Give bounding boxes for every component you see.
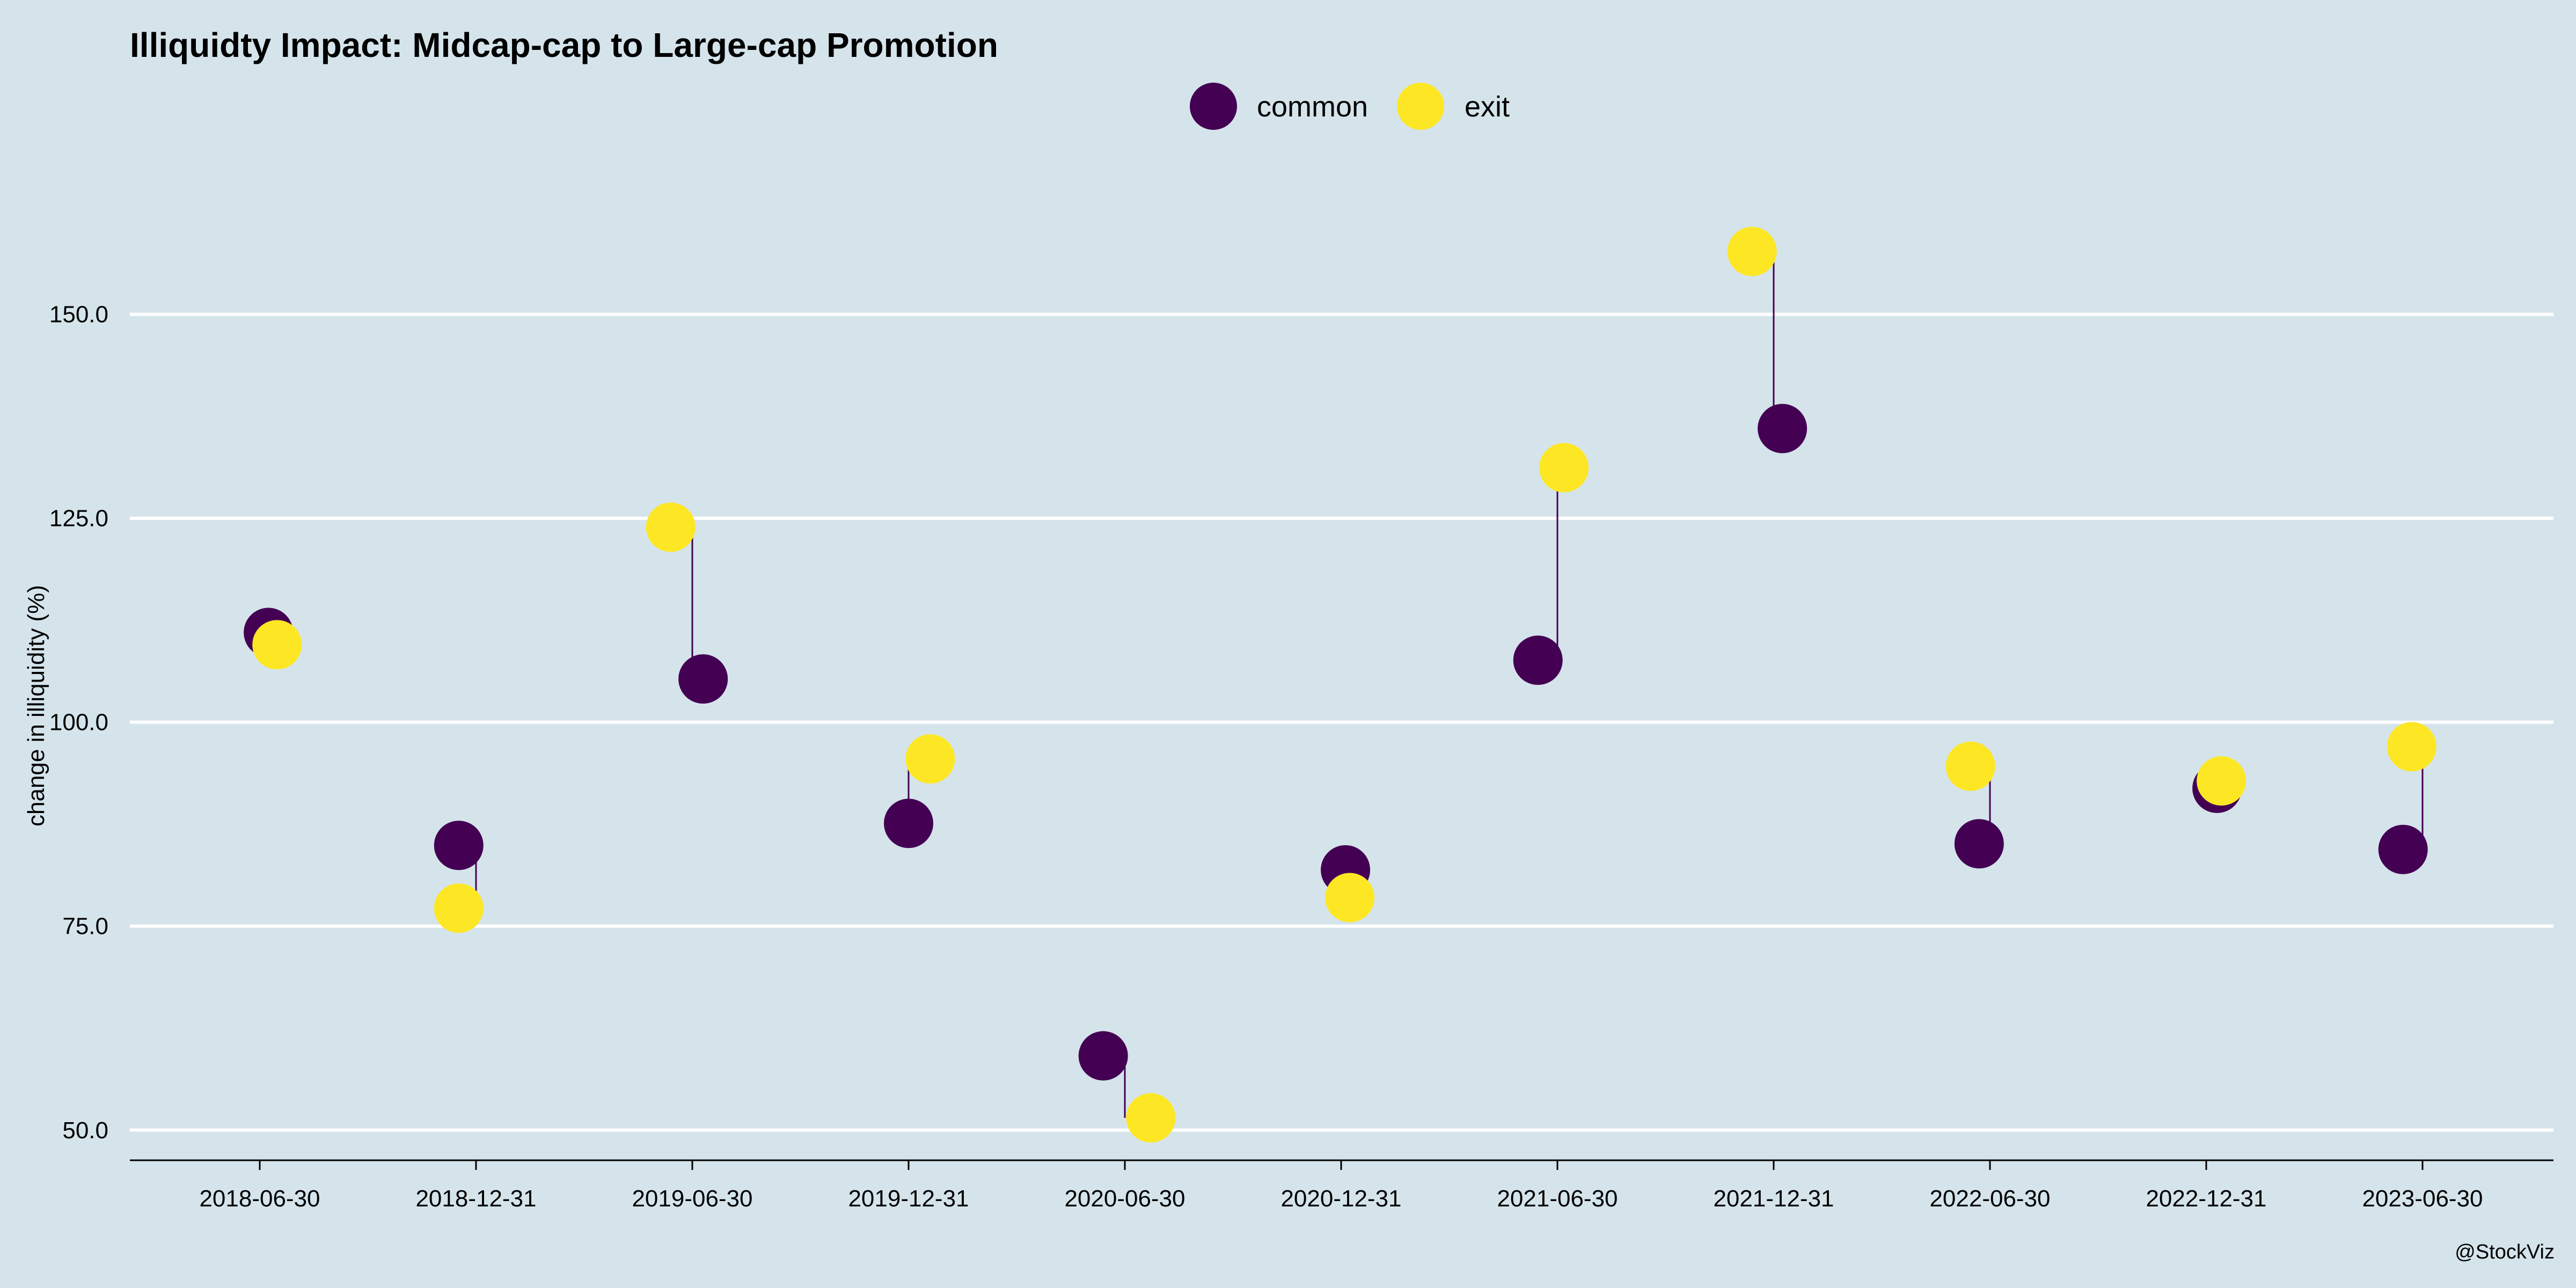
- x-tick-label: 2019-06-30: [632, 1185, 752, 1212]
- x-axis: 2018-06-30 2018-12-31 2019-06-30 2019-12-31…: [130, 1159, 2553, 1212]
- point-exit: [646, 502, 696, 552]
- point-exit: [905, 734, 955, 784]
- y-axis: 50.0 75.0 100.0 125.0 150.0: [49, 302, 108, 1144]
- legend-marker-common: [1190, 83, 1237, 130]
- point-exit: [1126, 1093, 1176, 1143]
- point-exit: [1325, 873, 1375, 923]
- y-axis-title: change in illiquidity (%): [23, 585, 49, 826]
- point-common: [1078, 1031, 1128, 1081]
- point-common: [884, 799, 933, 848]
- point-exit: [434, 883, 484, 933]
- point-common: [1513, 635, 1563, 685]
- x-tick-label: 2022-12-31: [2146, 1185, 2266, 1212]
- chart-title: Illiquidty Impact: Midcap-cap to Large-c…: [130, 26, 998, 64]
- point-common: [678, 654, 728, 704]
- x-tick-label: 2021-06-30: [1497, 1185, 1618, 1212]
- point-exit: [2387, 722, 2436, 772]
- points: [244, 226, 2436, 1143]
- x-tick-label: 2019-12-31: [848, 1185, 969, 1212]
- point-exit: [1539, 443, 1589, 493]
- point-common: [1758, 404, 1807, 453]
- x-tick-label: 2023-06-30: [2362, 1185, 2483, 1212]
- y-tick-label: 100.0: [49, 709, 108, 736]
- y-tick-label: 75.0: [62, 913, 108, 940]
- point-exit: [252, 620, 302, 670]
- point-common: [2378, 824, 2428, 874]
- legend: common exit: [1190, 83, 1510, 130]
- x-tick-label: 2021-12-31: [1713, 1185, 1834, 1212]
- point-common: [1954, 819, 2004, 869]
- segments: [259, 251, 2424, 1118]
- point-common: [434, 821, 484, 870]
- x-tick-label: 2022-06-30: [1929, 1185, 2050, 1212]
- x-tick-label: 2020-12-31: [1280, 1185, 1401, 1212]
- x-tick-label: 2018-06-30: [199, 1185, 320, 1212]
- point-exit: [2197, 756, 2246, 806]
- y-tick-label: 50.0: [62, 1117, 108, 1144]
- y-tick-label: 125.0: [49, 506, 108, 532]
- x-tick-label: 2020-06-30: [1064, 1185, 1185, 1212]
- legend-marker-exit: [1397, 83, 1444, 130]
- legend-label-exit: exit: [1465, 91, 1510, 123]
- x-tick-label: 2018-12-31: [415, 1185, 536, 1212]
- point-exit: [1727, 226, 1777, 276]
- point-exit: [1945, 741, 1995, 791]
- credit-text: @StockViz: [2455, 1241, 2555, 1263]
- y-tick-label: 150.0: [49, 302, 108, 328]
- grid: [130, 312, 2553, 1132]
- legend-label-common: common: [1257, 91, 1368, 123]
